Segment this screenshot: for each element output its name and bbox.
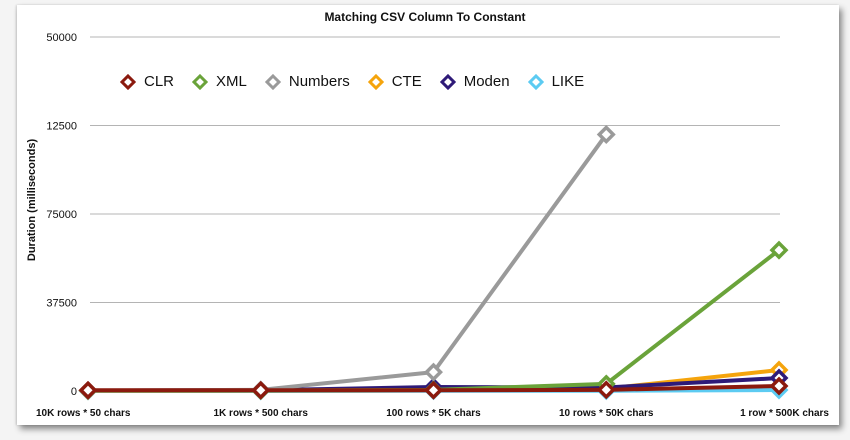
legend: CLR XML Numbers CTE Moden LIKE: [120, 73, 602, 90]
chart-title: Matching CSV Column To Constant: [324, 10, 526, 24]
y-tick-label: 50000: [46, 32, 77, 44]
diamond-marker-icon: [78, 380, 98, 400]
x-tick-label: 10 rows * 50K chars: [559, 408, 654, 419]
legend-label: CTE: [391, 73, 422, 90]
legend-label: Numbers: [288, 73, 350, 90]
legend-item-moden: Moden: [439, 73, 510, 90]
chart-card: [17, 5, 839, 425]
legend-item-cte: CTE: [367, 73, 422, 90]
y-tick-label: 12500: [46, 121, 77, 133]
x-tick-label: 1K rows * 500 chars: [214, 408, 309, 419]
diamond-marker-icon: [424, 362, 443, 382]
diamond-marker-icon: [424, 380, 443, 400]
diamond-marker-icon: [769, 376, 789, 396]
y-tick-label: 0: [71, 386, 77, 398]
diamond-marker-icon: [264, 73, 281, 90]
x-tick-label: 1 row * 500K chars: [740, 408, 829, 419]
y-tick-label: 37500: [46, 298, 77, 310]
diamond-marker-icon: [769, 240, 789, 260]
y-tick-label: 75000: [46, 209, 77, 221]
diamond-marker-icon: [527, 73, 544, 90]
diamond-marker-icon: [251, 380, 271, 400]
x-tick-label: 100 rows * 5K chars: [386, 408, 481, 419]
diamond-marker-icon: [596, 380, 616, 400]
diamond-marker-icon: [367, 73, 384, 90]
legend-item-clr: CLR: [120, 73, 174, 90]
legend-item-like: LIKE: [527, 73, 585, 90]
x-tick-label: 10K rows * 50 chars: [36, 408, 131, 419]
series-line: [87, 133, 608, 393]
legend-item-numbers: Numbers: [264, 73, 350, 90]
legend-label: LIKE: [551, 73, 585, 90]
legend-label: CLR: [144, 73, 175, 90]
legend-label: Moden: [463, 73, 510, 90]
legend-label: XML: [216, 73, 247, 90]
legend-item-xml: XML: [192, 73, 247, 90]
diamond-marker-icon: [120, 73, 136, 90]
diamond-marker-icon: [596, 124, 616, 144]
diamond-marker-icon: [439, 73, 456, 90]
series-clr: [78, 376, 789, 400]
diamond-marker-icon: [192, 73, 209, 90]
series-numbers: [78, 124, 616, 401]
